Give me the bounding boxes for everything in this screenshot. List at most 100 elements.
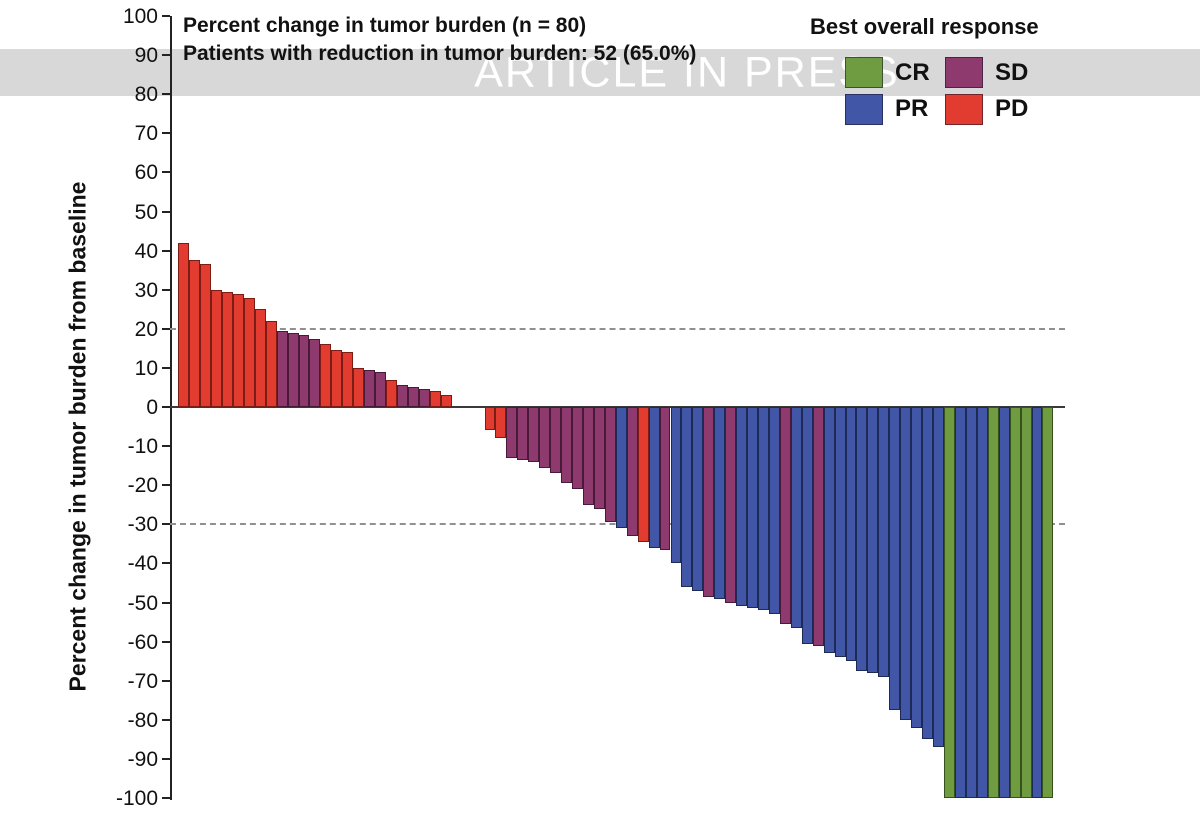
chart-title: Percent change in tumor burden (n = 80): [183, 14, 587, 37]
bar: [550, 407, 562, 474]
bar: [572, 407, 583, 490]
legend-item-pr: PR: [845, 93, 928, 125]
y-axis-tick: [162, 523, 170, 526]
bar: [276, 330, 288, 407]
y-axis-tick: [162, 249, 170, 252]
bar: [320, 344, 332, 407]
y-axis-tick-label: 30: [134, 278, 158, 302]
y-axis-tick: [162, 366, 170, 369]
chart-subtitle: Patients with reduction in tumor burden:…: [183, 42, 697, 65]
bar: [779, 407, 791, 624]
bar: [364, 369, 376, 407]
bar: [528, 407, 540, 462]
bar: [922, 407, 934, 740]
y-axis-tick: [162, 15, 170, 17]
bar: [681, 407, 693, 587]
y-axis-tick-label: 10: [134, 356, 158, 380]
legend-swatch-cr: [845, 57, 883, 88]
legend-label: CR: [895, 58, 930, 86]
bar: [1020, 407, 1032, 798]
reference-line: [170, 327, 1065, 330]
chart-header: Percent change in tumor burden (n = 80) …: [183, 12, 696, 68]
y-axis-tick: [162, 288, 170, 291]
bar: [1009, 407, 1021, 798]
y-axis-tick-label: -10: [127, 435, 158, 459]
y-axis-tick: [162, 679, 170, 682]
y-axis-tick-label: -30: [127, 513, 158, 537]
legend-label: PD: [995, 95, 1029, 122]
bar: [856, 407, 868, 671]
y-axis-tick-label: -40: [127, 552, 158, 576]
y-axis-tick: [162, 132, 170, 135]
bar: [637, 407, 649, 542]
bar: [539, 407, 551, 468]
legend-swatch-pd: [945, 93, 983, 125]
bar: [484, 407, 496, 431]
bar: [965, 407, 977, 798]
y-axis-tick-label: -50: [127, 591, 158, 615]
y-axis-tick: [162, 484, 170, 487]
bar: [604, 407, 616, 523]
bar: [397, 385, 408, 407]
y-axis-tick-label: 90: [134, 44, 158, 68]
bar: [867, 407, 879, 673]
y-axis-tick-label: 40: [134, 239, 158, 263]
bar: [976, 407, 988, 798]
y-axis-tick: [162, 171, 170, 174]
bar: [1042, 407, 1054, 798]
y-axis-tick: [162, 601, 170, 604]
y-axis-tick-label: -70: [127, 669, 158, 693]
bar: [178, 242, 190, 407]
legend-item-pd: PD: [945, 93, 1029, 125]
bar: [287, 332, 299, 407]
bar: [670, 407, 682, 564]
y-axis-tick: [162, 327, 170, 330]
y-axis-tick-label: 0: [146, 396, 158, 419]
bar: [659, 407, 671, 550]
y-axis-tick: [162, 93, 170, 96]
bar: [889, 407, 901, 711]
y-axis-tick: [162, 640, 170, 643]
y-axis-tick: [162, 757, 170, 760]
watermark-text: ARTICLE IN PRESS: [474, 49, 900, 96]
bar: [342, 352, 354, 407]
bar: [900, 407, 912, 720]
bar: [331, 350, 343, 407]
bar: [878, 407, 890, 677]
bar: [243, 297, 255, 407]
y-axis-tick-label: 80: [134, 83, 158, 107]
bar: [987, 407, 999, 798]
y-axis-tick: [162, 406, 170, 408]
bar: [298, 334, 310, 407]
bar: [845, 407, 857, 662]
bar: [440, 395, 452, 407]
y-axis-tick-label: 50: [134, 200, 158, 224]
y-axis-tick-label: 60: [134, 161, 158, 185]
bar: [626, 407, 638, 537]
y-axis-tick: [162, 210, 170, 213]
bar: [561, 407, 573, 484]
bar: [495, 407, 507, 439]
legend-item-sd: SD: [945, 57, 1028, 88]
bar: [648, 407, 660, 548]
bar: [801, 407, 813, 644]
y-axis-tick-label: -20: [127, 474, 158, 498]
y-axis-tick: [162, 718, 170, 721]
bar: [593, 407, 605, 509]
legend-swatch-pr: [845, 93, 883, 125]
legend-swatch-sd: [945, 57, 983, 88]
y-axis-tick: [162, 797, 170, 799]
bar: [221, 291, 233, 407]
bar: [725, 407, 737, 603]
bar: [375, 371, 387, 407]
bar: [768, 407, 780, 615]
y-axis-line: [170, 16, 172, 800]
bar: [911, 407, 923, 728]
bar: [736, 407, 748, 607]
bar: [232, 293, 244, 407]
legend-label: SD: [995, 58, 1029, 86]
bar: [758, 407, 769, 611]
bar: [407, 387, 419, 407]
y-axis-title: Percent change in tumor burden from base…: [64, 181, 91, 692]
